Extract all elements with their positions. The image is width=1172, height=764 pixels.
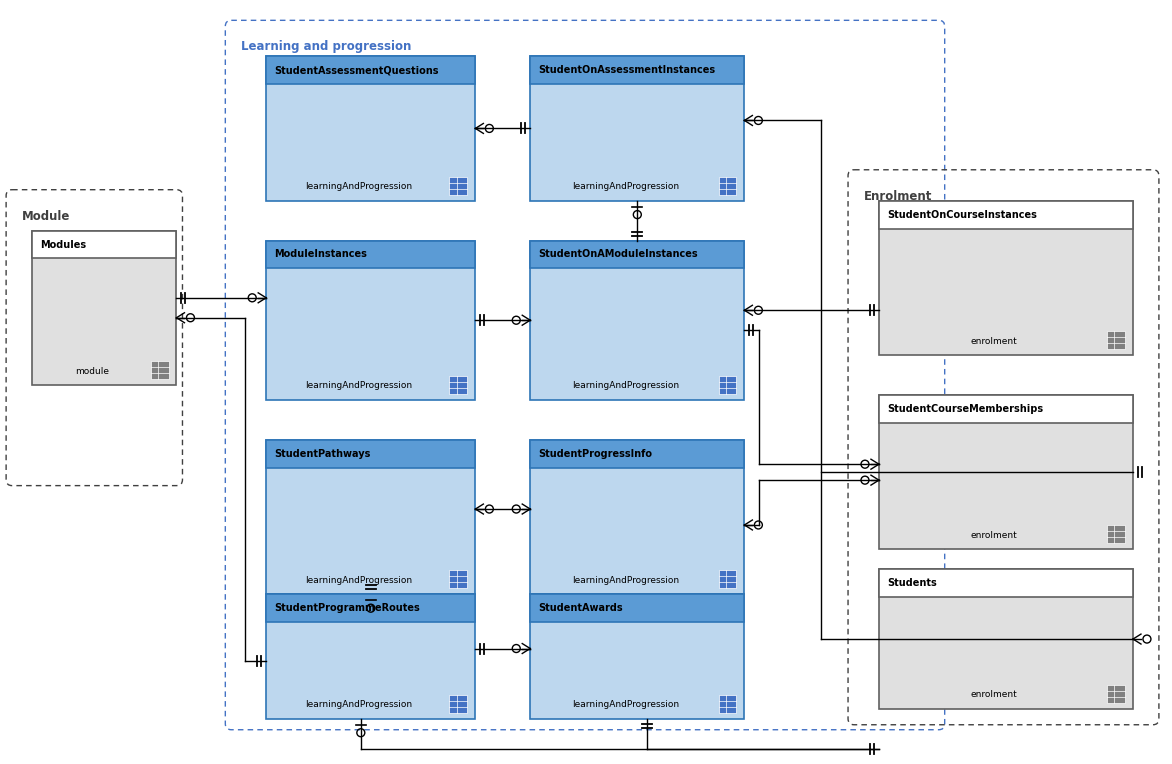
Text: Module: Module — [22, 209, 70, 222]
Text: StudentProgrammeRoutes: StudentProgrammeRoutes — [274, 603, 420, 613]
Text: learningAndProgression: learningAndProgression — [572, 182, 679, 191]
Bar — [879, 569, 1133, 597]
Text: learningAndProgression: learningAndProgression — [305, 182, 413, 191]
Bar — [450, 570, 468, 588]
Text: module: module — [75, 367, 109, 376]
Bar — [718, 695, 736, 713]
Text: learningAndProgression: learningAndProgression — [305, 701, 413, 709]
Bar — [530, 57, 744, 84]
Text: enrolment: enrolment — [970, 691, 1017, 699]
Text: StudentOnAModuleInstances: StudentOnAModuleInstances — [538, 250, 697, 260]
Bar — [266, 57, 476, 84]
Text: learningAndProgression: learningAndProgression — [572, 701, 679, 709]
Bar — [32, 231, 177, 385]
Text: StudentPathways: StudentPathways — [274, 448, 370, 458]
Bar — [450, 176, 468, 195]
Text: Enrolment: Enrolment — [864, 189, 933, 202]
Bar — [266, 440, 476, 594]
Bar — [530, 594, 744, 622]
Text: StudentCourseMemberships: StudentCourseMemberships — [887, 404, 1043, 414]
Bar — [530, 241, 744, 400]
Text: StudentOnCourseInstances: StudentOnCourseInstances — [887, 209, 1037, 219]
Text: Students: Students — [887, 578, 936, 588]
Bar — [1108, 526, 1125, 543]
Text: StudentProgressInfo: StudentProgressInfo — [538, 448, 652, 458]
Text: Learning and progression: Learning and progression — [241, 40, 411, 53]
Bar — [530, 440, 744, 468]
Text: ModuleInstances: ModuleInstances — [274, 250, 367, 260]
Bar — [879, 395, 1133, 422]
Text: learningAndProgression: learningAndProgression — [572, 576, 679, 584]
Bar — [266, 241, 476, 400]
Text: StudentAwards: StudentAwards — [538, 603, 622, 613]
Text: enrolment: enrolment — [970, 337, 1017, 345]
Bar — [1108, 685, 1125, 703]
Text: learningAndProgression: learningAndProgression — [305, 381, 413, 390]
Bar — [266, 241, 476, 268]
Text: learningAndProgression: learningAndProgression — [572, 381, 679, 390]
Bar — [879, 569, 1133, 709]
Bar — [530, 57, 744, 201]
Text: Modules: Modules — [40, 239, 86, 250]
Bar — [1108, 331, 1125, 349]
Bar — [32, 231, 177, 258]
Text: learningAndProgression: learningAndProgression — [305, 576, 413, 584]
Bar — [879, 395, 1133, 549]
Bar — [879, 201, 1133, 355]
Bar — [718, 376, 736, 394]
Bar — [530, 594, 744, 719]
Bar — [718, 570, 736, 588]
Bar — [530, 440, 744, 594]
Bar — [266, 594, 476, 622]
Bar — [150, 361, 169, 379]
Text: enrolment: enrolment — [970, 531, 1017, 540]
Bar — [266, 594, 476, 719]
Bar — [530, 241, 744, 268]
Bar — [266, 440, 476, 468]
Bar — [718, 176, 736, 195]
Bar — [879, 201, 1133, 228]
Text: StudentOnAssessmentInstances: StudentOnAssessmentInstances — [538, 65, 715, 75]
Bar — [450, 376, 468, 394]
Bar — [450, 695, 468, 713]
Bar — [266, 57, 476, 201]
Text: StudentAssessmentQuestions: StudentAssessmentQuestions — [274, 65, 438, 75]
